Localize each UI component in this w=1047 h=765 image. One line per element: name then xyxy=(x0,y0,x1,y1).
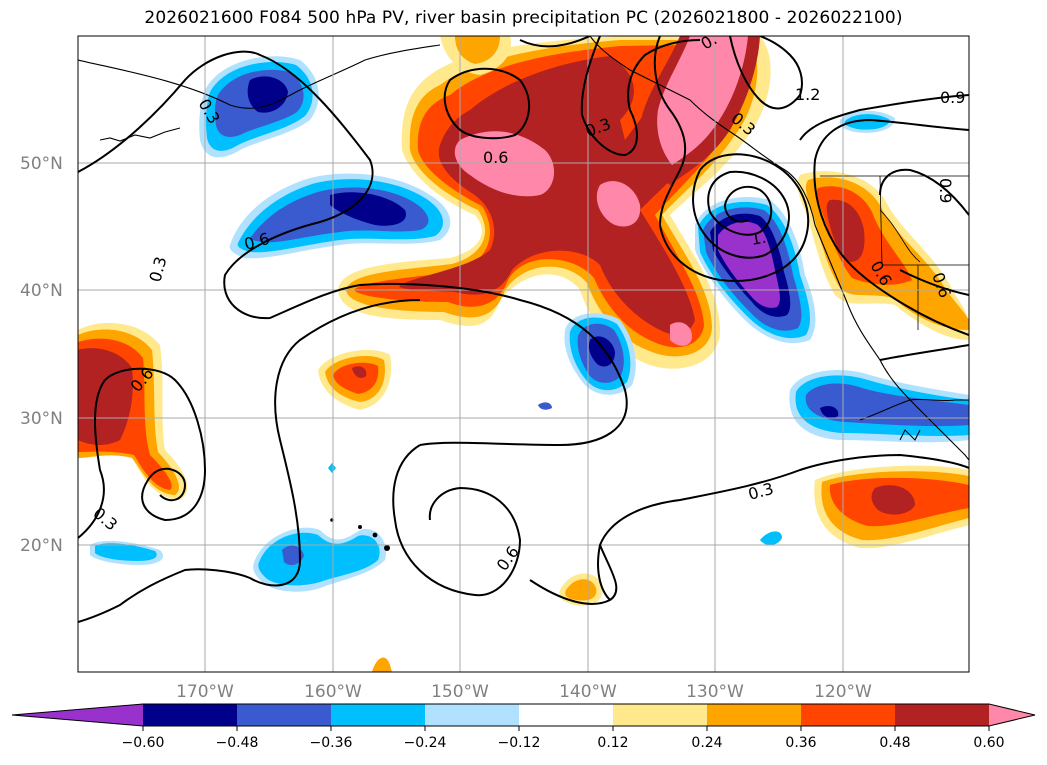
latitude-labels: 50°N 40°N 30°N 20°N xyxy=(20,154,63,556)
coastlines xyxy=(78,36,969,461)
map-title: 2026021600 F084 500 hPa PV, river basin … xyxy=(144,8,903,28)
colorbar-tick-label: −0.48 xyxy=(216,735,259,751)
negative-anomaly-small-2 xyxy=(538,402,552,410)
colorbar-tick-label: 0.24 xyxy=(691,735,722,751)
colorbar-segment xyxy=(331,704,426,726)
pv-contours xyxy=(78,36,969,623)
negative-anomaly-small-3 xyxy=(328,463,336,473)
positive-anomaly-north xyxy=(440,36,511,75)
colorbar-segment xyxy=(613,704,708,726)
lat-label: 20°N xyxy=(20,536,63,556)
lon-label: 120°W xyxy=(814,682,872,702)
positive-anomaly-east xyxy=(797,171,969,340)
negative-anomaly-northeast xyxy=(839,110,895,133)
plot-frame xyxy=(77,35,970,673)
colorbar-tick-label: 0.48 xyxy=(879,735,910,751)
contour-label: 1.2 xyxy=(795,85,820,104)
colorbar-extend-max xyxy=(989,704,1035,726)
colorbar-extend-min xyxy=(12,704,143,726)
colorbar-tick-label: 0.60 xyxy=(973,735,1004,751)
colorbar-tick-label: −0.60 xyxy=(122,735,165,751)
colorbar-segment xyxy=(707,704,802,726)
colorbar-segment xyxy=(519,704,614,726)
colorbar-segment xyxy=(143,704,238,726)
contour-label: 1. xyxy=(749,228,767,249)
gridlines xyxy=(78,36,969,672)
colorbar-tick-label: −0.24 xyxy=(404,735,447,751)
negative-anomaly-baja xyxy=(789,370,969,443)
lon-label: 170°W xyxy=(176,682,234,702)
lon-label: 130°W xyxy=(686,682,744,702)
negative-anomaly-northwest xyxy=(199,56,319,158)
colorbar-tick-label: −0.36 xyxy=(310,735,353,751)
colorbar-segment xyxy=(425,704,520,726)
lat-label: 40°N xyxy=(20,281,63,301)
borders xyxy=(820,175,969,330)
positive-anomaly-small-3 xyxy=(372,657,392,672)
colorbar-segment xyxy=(895,704,990,726)
lon-label: 150°W xyxy=(431,682,489,702)
lat-label: 50°N xyxy=(20,154,63,174)
lat-label: 30°N xyxy=(20,409,63,429)
filled-fields: 0.3 0.3 0.3 0.3 0.3 0.6 0.6 0.6 0.6 0.6 … xyxy=(78,36,969,672)
negative-anomaly-small-1 xyxy=(760,531,782,546)
colorbar-tick-label: 0.12 xyxy=(597,735,628,751)
negative-anomaly-southwest xyxy=(90,540,164,565)
longitude-labels: 170°W 160°W 150°W 140°W 130°W 120°W xyxy=(176,682,872,702)
positive-anomaly-southeast xyxy=(814,465,969,549)
colorbar-segment xyxy=(801,704,896,726)
colorbar: −0.60 −0.48 −0.36 −0.24 −0.12 0.12 0.24 0.36 0.4… xyxy=(11,703,1036,751)
lon-label: 140°W xyxy=(559,682,617,702)
lon-label: 160°W xyxy=(304,682,362,702)
positive-anomaly-small-2 xyxy=(559,573,603,606)
positive-anomaly-small-1 xyxy=(318,350,392,410)
colorbar-segment xyxy=(237,704,332,726)
colorbar-tick-label: −0.12 xyxy=(498,735,541,751)
negative-anomaly-hawaii xyxy=(253,527,386,592)
contour-label: 0.6 xyxy=(483,148,508,167)
contour-label: 0.9 xyxy=(936,178,955,203)
colorbar-tick-label: 0.36 xyxy=(785,735,816,751)
contour-label: 0.9 xyxy=(940,88,965,107)
